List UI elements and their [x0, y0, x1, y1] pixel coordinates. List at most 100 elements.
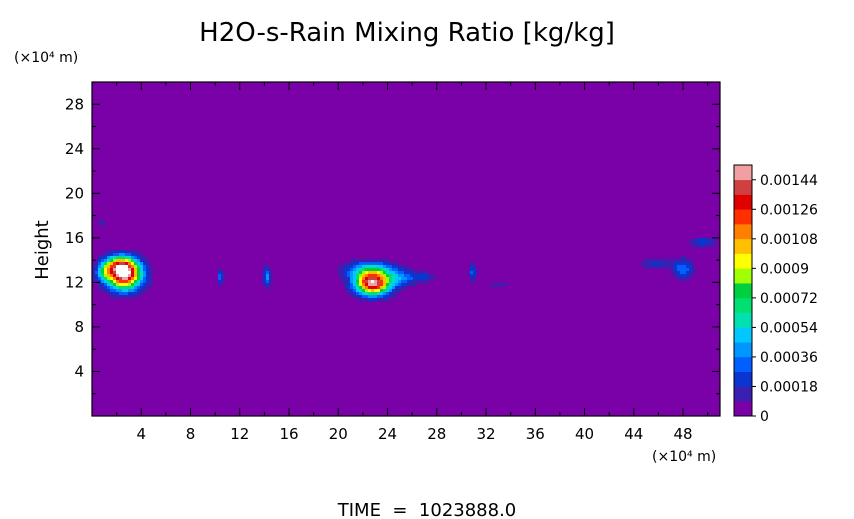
heatmap-cell — [134, 268, 138, 272]
heatmap-cell — [398, 283, 402, 287]
heatmap-cell — [221, 274, 225, 278]
heatmap-cell — [218, 277, 222, 281]
heatmap-cell — [383, 268, 387, 272]
colorbar-tick-label: 0 — [760, 409, 769, 425]
heatmap-cell — [431, 277, 435, 281]
heatmap-cell — [140, 256, 144, 260]
heatmap-cell — [401, 283, 405, 287]
heatmap-cell — [380, 292, 384, 296]
y-axis: 4 8 12 16 20 24 28 — [65, 95, 720, 395]
heatmap-cell — [683, 268, 687, 272]
heatmap-cell — [368, 271, 372, 275]
heatmap-cell — [644, 262, 648, 266]
heatmap-cell — [113, 283, 117, 287]
colorbar-tick-label: 0.00144 — [760, 173, 818, 189]
heatmap-cell — [143, 271, 147, 275]
heatmap-cell — [374, 274, 378, 278]
heatmap-cell — [107, 277, 111, 281]
heatmap-cell — [131, 280, 135, 284]
heatmap-cell — [371, 289, 375, 293]
heatmap-cell — [350, 277, 354, 281]
heatmap-cell — [398, 265, 402, 269]
heatmap-cell — [353, 271, 357, 275]
heatmap-cell — [131, 262, 135, 266]
heatmap-cell — [113, 262, 117, 266]
heatmap-cell — [110, 256, 114, 260]
heatmap-cell — [353, 265, 357, 269]
heatmap-cell — [110, 280, 114, 284]
heatmap-cell — [134, 289, 138, 293]
heatmap-cell — [692, 241, 696, 245]
heatmap-cell — [119, 259, 123, 263]
heatmap-cell — [377, 289, 381, 293]
heatmap-cell — [131, 292, 135, 296]
heatmap-cell — [374, 280, 378, 284]
heatmap-cell — [707, 241, 711, 245]
heatmap-cell — [107, 283, 111, 287]
heatmap-cell — [413, 280, 417, 284]
colorbar-segment — [734, 342, 752, 358]
heatmap-cell — [473, 265, 477, 269]
colorbar-segment — [734, 356, 752, 373]
heatmap-cell — [137, 268, 141, 272]
heatmap-cell — [266, 280, 270, 284]
heatmap-cell — [116, 295, 120, 299]
heatmap-cell — [365, 265, 369, 269]
x-tick-label: 48 — [674, 425, 693, 443]
heatmap-cell — [473, 277, 477, 281]
heatmap-cell — [113, 268, 117, 272]
heatmap-cell — [674, 259, 678, 263]
heatmap-cell — [107, 289, 111, 293]
heatmap-cell — [116, 274, 120, 278]
heatmap-cell — [359, 268, 363, 272]
colorbar-segment — [734, 401, 752, 417]
heatmap-cell — [119, 274, 123, 278]
colorbar-segment — [734, 165, 752, 181]
heatmap-cell — [371, 277, 375, 281]
heatmap-cell — [113, 259, 117, 263]
heatmap-cell — [416, 277, 420, 281]
heatmap-cell — [410, 274, 414, 278]
heatmap-cell — [386, 268, 390, 272]
heatmap-cell — [386, 298, 390, 302]
heatmap-cell — [689, 259, 693, 263]
heatmap-cell — [131, 250, 135, 254]
heatmap-cell — [401, 271, 405, 275]
heatmap-cell — [146, 277, 150, 281]
heatmap-cell — [104, 280, 108, 284]
heatmap-cell — [398, 280, 402, 284]
heatmap-cell — [350, 280, 354, 284]
heatmap-cell — [368, 277, 372, 281]
y-tick-label: 4 — [74, 362, 84, 380]
heatmap-cell — [104, 289, 108, 293]
heatmap-cells — [92, 220, 717, 302]
heatmap-cell — [356, 289, 360, 293]
heatmap-cell — [125, 289, 129, 293]
heatmap-cell — [380, 265, 384, 269]
heatmap-cell — [101, 268, 105, 272]
heatmap-cell — [347, 289, 351, 293]
heatmap-cell — [398, 271, 402, 275]
heatmap-cell — [140, 259, 144, 263]
heatmap-cell — [383, 277, 387, 281]
heatmap-cell — [416, 271, 420, 275]
heatmap-cell — [149, 280, 153, 284]
heatmap-cell — [107, 286, 111, 290]
heatmap-cell — [698, 241, 702, 245]
heatmap-cell — [128, 250, 132, 254]
heatmap-cell — [689, 265, 693, 269]
heatmap-cell — [416, 274, 420, 278]
heatmap-cell — [101, 259, 105, 263]
heatmap-cell — [470, 262, 474, 266]
heatmap-cell — [398, 268, 402, 272]
heatmap-cell — [92, 277, 96, 281]
heatmap-cell — [122, 259, 126, 263]
heatmap-cell — [692, 271, 696, 275]
heatmap-cell — [122, 253, 126, 257]
heatmap-cell — [146, 265, 150, 269]
heatmap-cell — [359, 298, 363, 302]
heatmap-cell — [419, 274, 423, 278]
heatmap-cell — [362, 292, 366, 296]
heatmap-cell — [131, 253, 135, 257]
heatmap-cell — [119, 265, 123, 269]
